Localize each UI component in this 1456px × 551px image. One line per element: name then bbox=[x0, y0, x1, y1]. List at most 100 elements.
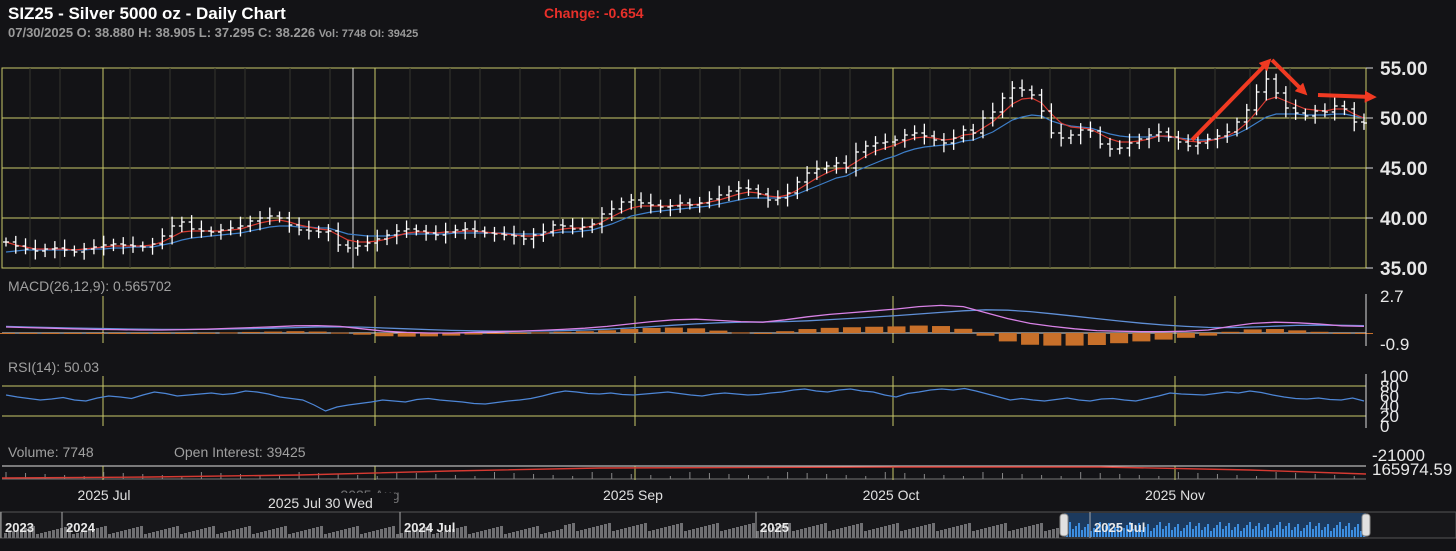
navigator-volume-bar bbox=[80, 532, 83, 538]
price-bar bbox=[667, 199, 674, 217]
price-bar bbox=[305, 220, 312, 240]
macd-histogram-bar bbox=[1132, 333, 1151, 342]
price-tick-label: 35.00 bbox=[1380, 259, 1428, 280]
price-bar bbox=[725, 185, 732, 202]
price-bar bbox=[1019, 79, 1026, 97]
macd-histogram-bar bbox=[1221, 331, 1240, 333]
macd-histogram-bar bbox=[509, 333, 528, 334]
macd-histogram-bar bbox=[63, 333, 82, 334]
navigator-volume-bar bbox=[460, 527, 463, 538]
price-bar bbox=[892, 135, 899, 147]
navigator-volume-bar bbox=[120, 531, 123, 538]
navigator-volume-bar bbox=[468, 534, 471, 538]
navigator-selected-bar bbox=[1150, 531, 1152, 537]
navigator-volume-bar bbox=[408, 531, 411, 538]
navigator-selected-bar bbox=[1309, 522, 1311, 537]
open-interest-line bbox=[1, 466, 1367, 479]
navigator-volume-bar bbox=[704, 526, 707, 538]
navigator-selected-bar bbox=[1225, 526, 1227, 537]
navigator-selected-bar bbox=[1183, 528, 1185, 537]
navigator-selected-bar bbox=[1297, 524, 1299, 537]
navigator-volume-bar bbox=[916, 527, 919, 538]
navigator-volume-bar bbox=[20, 529, 23, 538]
navigator-selected-bar bbox=[1333, 528, 1335, 537]
navigator-volume-bar bbox=[44, 532, 47, 538]
macd-line bbox=[5, 304, 1365, 334]
navigator-volume-bar bbox=[820, 524, 823, 538]
navigator-selected-bar bbox=[1087, 524, 1089, 537]
navigator-volume-bar bbox=[332, 532, 335, 538]
navigator-volume-bar bbox=[8, 532, 11, 538]
navigator-volume-bar bbox=[132, 528, 135, 538]
price-bar bbox=[745, 179, 752, 196]
price-bar bbox=[374, 229, 381, 252]
navigator-label: 2025 bbox=[760, 520, 789, 535]
price-bar bbox=[100, 235, 107, 256]
navigator-volume-bar bbox=[596, 526, 599, 538]
macd-histogram-bar bbox=[642, 327, 661, 333]
macd-histogram-bar bbox=[1332, 333, 1351, 334]
navigator-handle[interactable] bbox=[1361, 513, 1371, 537]
rsi-line bbox=[5, 387, 1365, 412]
navigator-selected-bar bbox=[1132, 529, 1134, 537]
price-bar bbox=[1087, 121, 1094, 138]
macd-histogram-bar bbox=[1087, 333, 1106, 345]
macd-histogram-bar bbox=[130, 333, 149, 334]
navigator-volume-bar bbox=[884, 526, 887, 538]
navigator-selected-bar bbox=[1279, 522, 1281, 537]
navigator-volume-bar bbox=[328, 533, 331, 538]
navigator-volume-bar bbox=[380, 529, 383, 538]
navigator-volume-bar bbox=[776, 526, 779, 538]
navigator-volume-bar bbox=[920, 526, 923, 538]
macd-histogram-bar bbox=[1355, 333, 1373, 334]
date-label: 2025 Nov bbox=[1145, 487, 1205, 503]
navigator-volume-bar bbox=[592, 527, 595, 538]
price-bar bbox=[735, 181, 742, 201]
navigator-volume-bar bbox=[136, 527, 139, 538]
price-bar bbox=[657, 199, 664, 214]
navigator-volume-bar bbox=[784, 524, 787, 538]
navigator-selected-bar bbox=[1123, 528, 1125, 537]
navigator-volume-bar bbox=[888, 525, 891, 538]
macd-histogram-bar bbox=[575, 331, 594, 333]
navigator-volume-bar bbox=[684, 531, 687, 538]
navigator-volume-bar bbox=[928, 524, 931, 538]
price-bar bbox=[1038, 88, 1045, 119]
price-bar bbox=[774, 190, 781, 206]
navigator-selected-bar bbox=[1354, 527, 1356, 537]
navigator-volume-bar bbox=[676, 524, 679, 538]
navigator-selected-bar bbox=[1213, 528, 1215, 537]
navigator-volume-bar bbox=[224, 532, 227, 538]
price-bar bbox=[911, 125, 918, 141]
navigator-volume-bar bbox=[496, 527, 499, 538]
navigator-volume-bar bbox=[1052, 529, 1055, 538]
navigator-selected-bar bbox=[1168, 523, 1170, 537]
navigator-volume-bar bbox=[32, 526, 35, 538]
navigator-volume-bar bbox=[992, 526, 995, 538]
navigator-volume-bar bbox=[544, 533, 547, 538]
navigator-selected-bar bbox=[1180, 531, 1182, 537]
price-bar bbox=[61, 239, 68, 257]
price-bar bbox=[901, 128, 908, 148]
vol-oi-readout: Vol: 7748 OI: 39425 bbox=[318, 28, 419, 40]
price-bar bbox=[266, 207, 273, 225]
navigator-volume-bar bbox=[792, 531, 795, 538]
navigator-selected-bar bbox=[1186, 525, 1188, 537]
price-bar bbox=[227, 220, 234, 236]
up-arrow bbox=[1190, 58, 1272, 142]
price-bar bbox=[1351, 102, 1358, 132]
navigator-volume-bar bbox=[760, 530, 763, 538]
ma-slow-line bbox=[5, 113, 1365, 253]
navigator-volume-bar bbox=[212, 526, 215, 538]
navigator-volume-bar bbox=[168, 528, 171, 538]
price-bar bbox=[90, 239, 97, 255]
macd-tick-label: 2.7 bbox=[1380, 287, 1404, 306]
navigator-volume-bar bbox=[152, 532, 155, 538]
navigator-handle[interactable] bbox=[1059, 513, 1069, 537]
navigator-volume-bar bbox=[272, 529, 275, 538]
navigator-volume-bar bbox=[740, 526, 743, 538]
macd-histogram-bar bbox=[19, 333, 38, 334]
navigator-volume-bar bbox=[108, 534, 111, 538]
price-bars bbox=[3, 69, 1367, 260]
